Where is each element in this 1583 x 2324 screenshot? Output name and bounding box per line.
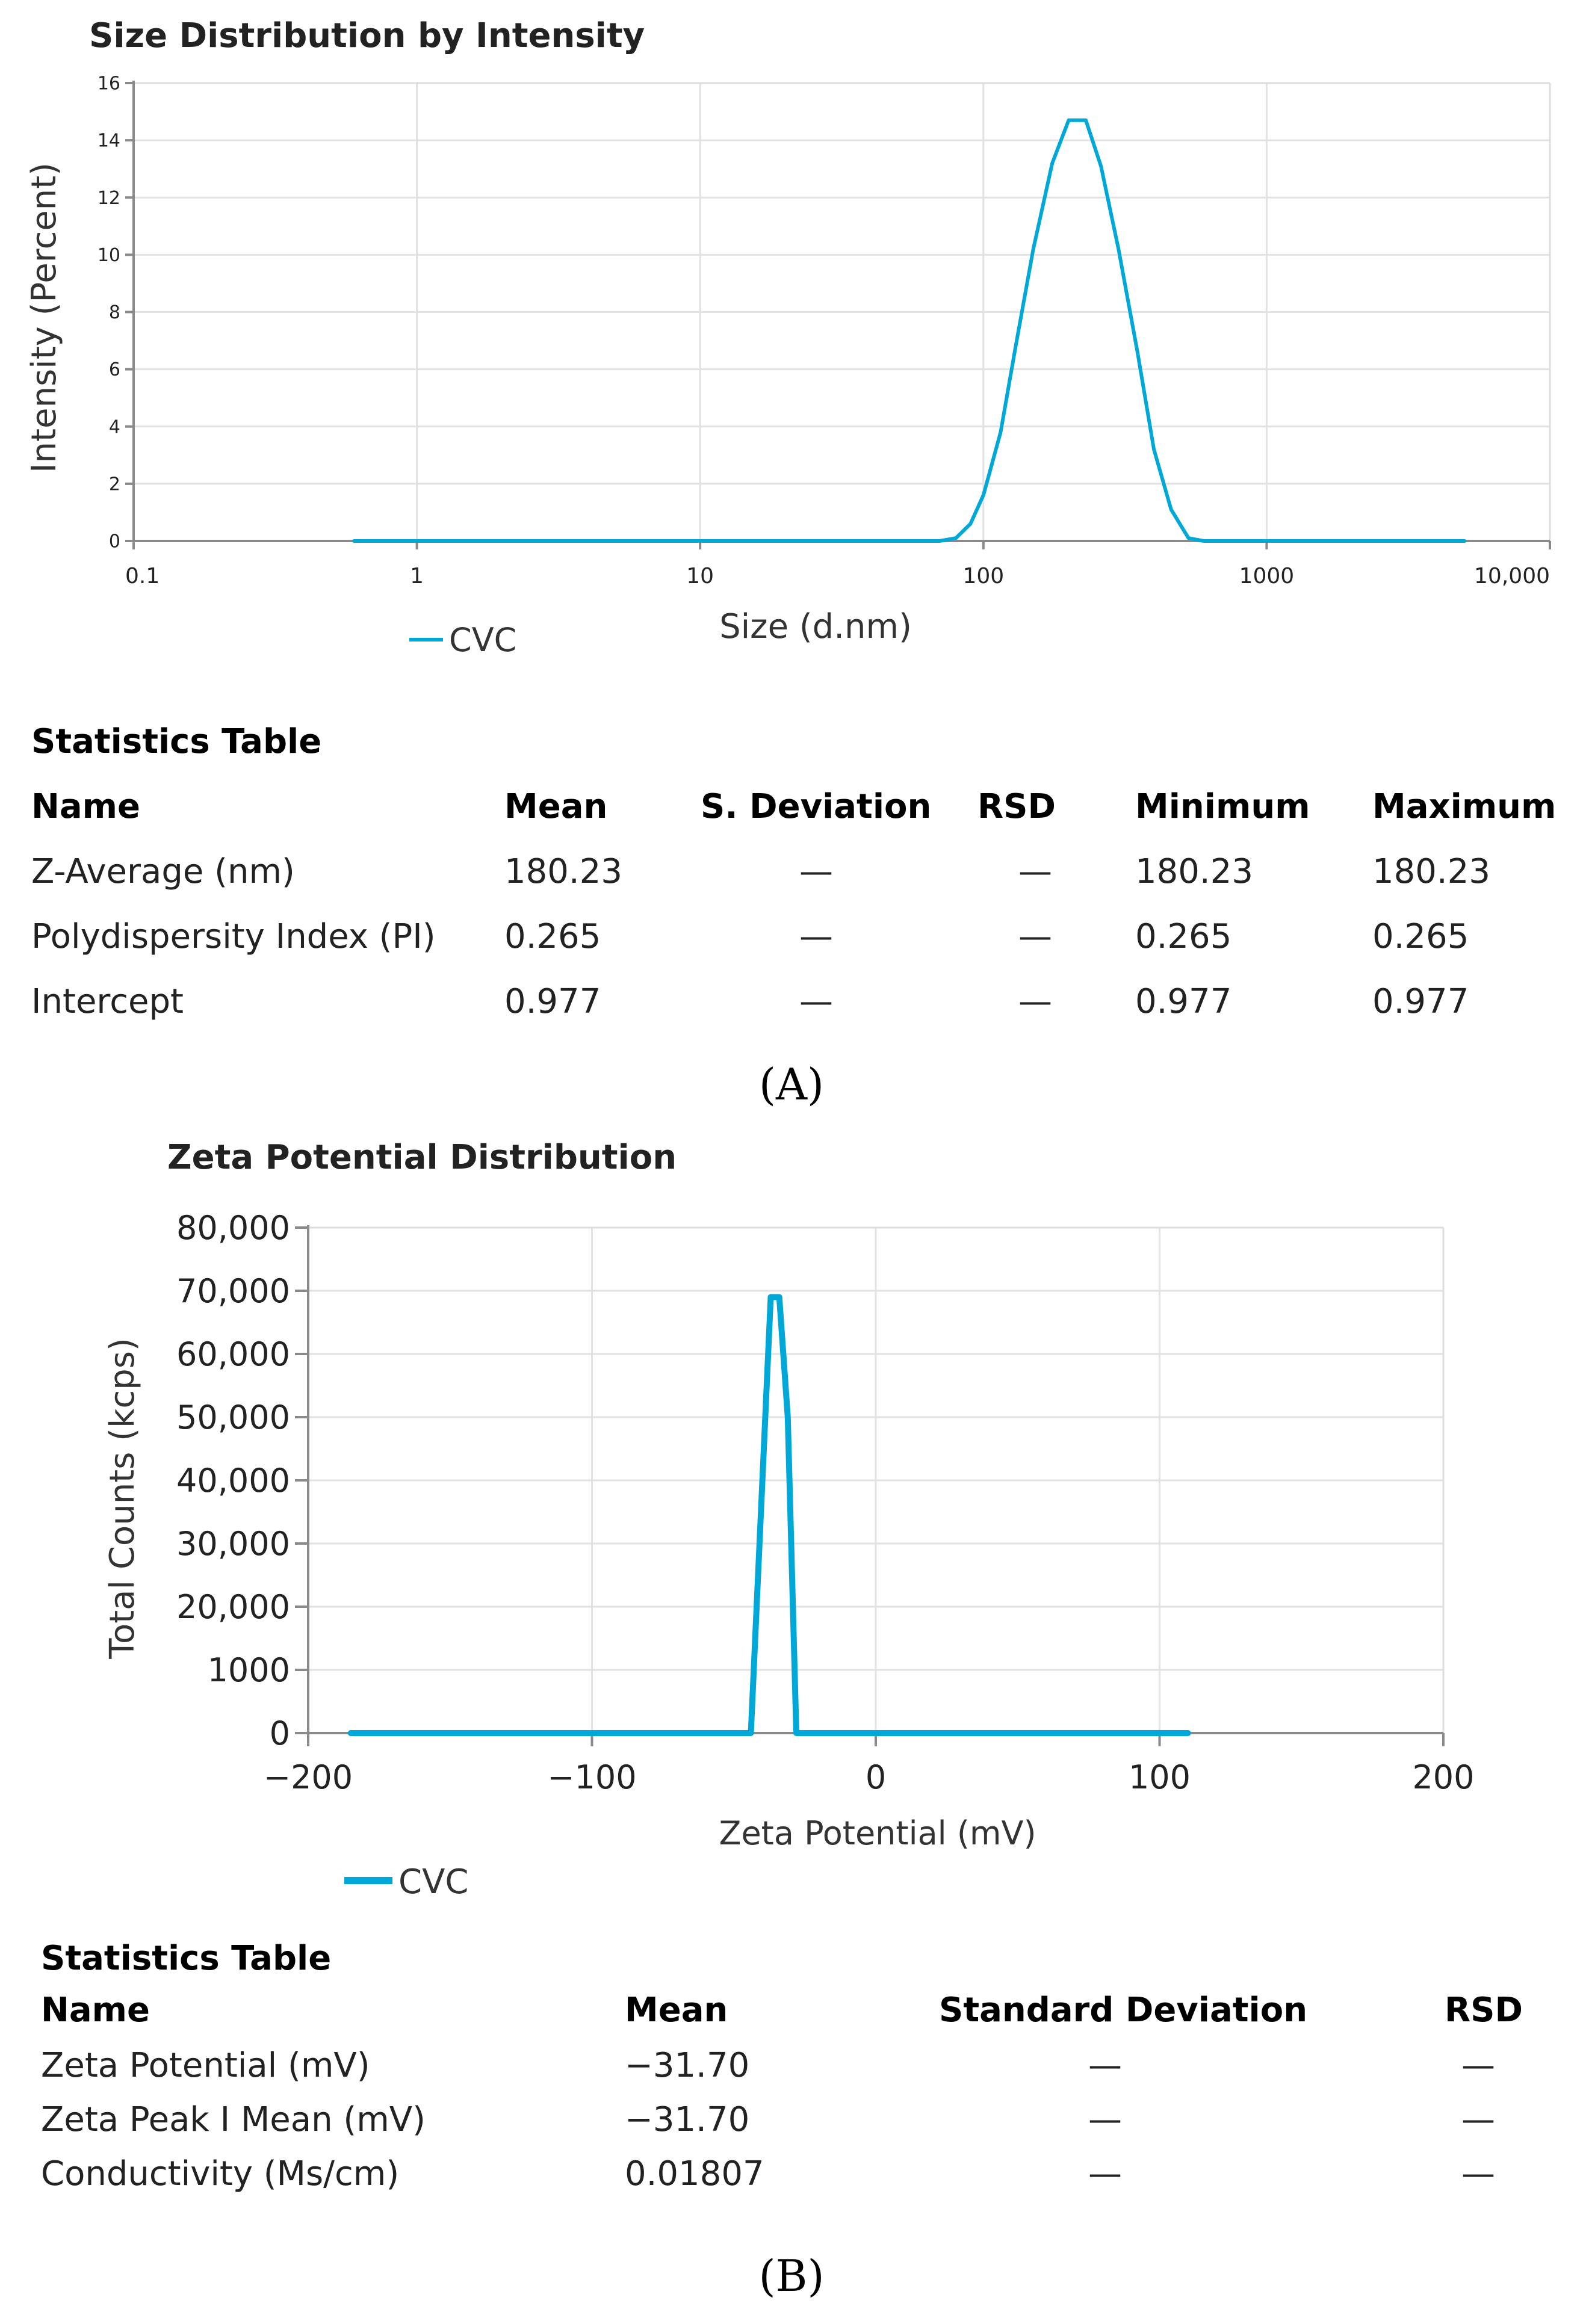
size-distribution-chart: Size Distribution by Intensity 0 2 4 6 8 10 12… <box>25 16 1551 659</box>
stats-b-cell: — <box>1088 2154 1122 2193</box>
stats-a-cell: — <box>799 917 833 956</box>
y-tick-label: 30,000 <box>176 1525 290 1563</box>
chart-b-y-axis-label: Total Counts (kcps) <box>103 1338 142 1660</box>
x-tick-label: 0 <box>866 1758 886 1796</box>
stats-b-header-rsd: RSD <box>1445 1991 1523 2030</box>
stats-a-cell: 0.265 <box>1135 917 1232 956</box>
stats-b-header-mean: Mean <box>625 1991 728 2030</box>
stats-a-cell: 180.23 <box>1135 852 1253 891</box>
x-tick-label: 100 <box>1129 1758 1191 1796</box>
stats-a-cell: 0.977 <box>1135 982 1232 1021</box>
stats-a-header-max: Maximum <box>1372 787 1557 826</box>
stats-table-b-title: Statistics Table <box>41 1939 332 1978</box>
x-tick-label: 200 <box>1412 1758 1474 1796</box>
stats-b-cell: — <box>1461 2100 1495 2139</box>
y-tick-label: 6 <box>109 359 120 380</box>
stats-b-cell: — <box>1461 2046 1495 2085</box>
chart-a-gridlines <box>132 82 1551 542</box>
y-tick-label: 40,000 <box>176 1462 290 1500</box>
chart-b-series <box>347 1294 1191 1736</box>
y-tick-label: 0 <box>109 531 120 552</box>
y-tick-label: 60,000 <box>176 1335 290 1373</box>
stats-table-b: Name Mean Standard Deviation RSD Zeta Po… <box>41 1991 1570 2219</box>
stats-b-cell: −31.70 <box>625 2100 750 2139</box>
chart-b-y-ticks: 0 1000 20,000 30,000 40,000 50,000 60,000 70,00… <box>176 1209 308 1752</box>
stats-b-cell: Zeta Potential (mV) <box>41 2046 370 2085</box>
chart-b-x-ticks: −200 −100 0 100 200 <box>264 1733 1475 1796</box>
x-tick-label: −200 <box>264 1758 353 1796</box>
stats-a-cell: — <box>799 852 833 891</box>
chart-a-x-ticks: 0.1 1 10 100 1000 10,000 <box>125 541 1551 589</box>
chart-b-legend: CVC <box>344 1862 469 1902</box>
stats-a-cell: 0.265 <box>504 917 601 956</box>
stats-a-cell: 0.977 <box>504 982 601 1021</box>
y-tick-label: 70,000 <box>176 1272 290 1310</box>
stats-a-cell: — <box>799 982 833 1021</box>
x-tick-label: 10 <box>686 564 714 589</box>
y-tick-label: 50,000 <box>176 1398 290 1436</box>
stats-b-cell: — <box>1088 2046 1122 2085</box>
zeta-potential-chart: Zeta Potential Distribution 0100020,0003… <box>103 1138 1475 1902</box>
chart-b-x-axis-label: Zeta Potential (mV) <box>719 1814 1036 1852</box>
chart-a-title: Size Distribution by Intensity <box>89 16 645 55</box>
y-tick-label: 4 <box>109 416 120 437</box>
y-tick-label: 20,000 <box>176 1588 290 1626</box>
chart-a-y-ticks: 0 2 4 6 8 10 12 14 16 <box>98 73 134 552</box>
stats-b-cell: — <box>1088 2100 1122 2139</box>
x-tick-label: −100 <box>547 1758 636 1796</box>
stats-b-cell: −31.70 <box>625 2046 750 2085</box>
stats-a-cell: Intercept <box>31 982 184 1021</box>
stats-b-cell: Zeta Peak I Mean (mV) <box>41 2100 426 2139</box>
y-tick-label: 8 <box>109 302 120 323</box>
y-tick-label: 16 <box>98 73 120 94</box>
stats-a-cell: — <box>1018 852 1052 891</box>
stats-a-cell: — <box>1018 917 1052 956</box>
y-tick-label: 14 <box>98 131 120 152</box>
stats-a-cell: 180.23 <box>1372 852 1490 891</box>
y-tick-label: 1000 <box>208 1651 290 1689</box>
stats-a-cell: Z-Average (nm) <box>31 852 295 891</box>
y-tick-label: 12 <box>98 188 120 209</box>
x-tick-label: 0.1 <box>125 564 160 589</box>
stats-b-cell: Conductivity (Ms/cm) <box>41 2154 400 2193</box>
x-tick-label: 100 <box>962 564 1004 589</box>
chart-a-series <box>352 118 1467 543</box>
stats-a-header-min: Minimum <box>1135 787 1310 826</box>
stats-a-cell: 180.23 <box>504 852 622 891</box>
stats-b-header-name: Name <box>41 1991 150 2030</box>
x-tick-label: 1 <box>410 564 424 589</box>
stats-a-cell: — <box>1018 982 1052 1021</box>
y-tick-label: 80,000 <box>176 1209 290 1247</box>
chart-a-x-axis-label: Size (d.nm) <box>719 607 912 646</box>
stats-a-cell: Polydispersity Index (PI) <box>31 917 436 956</box>
stats-table-a: Name Mean S. Deviation RSD Minimum Maxim… <box>31 787 1572 1028</box>
stats-b-cell: 0.01807 <box>625 2154 764 2193</box>
stats-b-cell: — <box>1461 2154 1495 2193</box>
stats-a-header-rsd: RSD <box>977 787 1056 826</box>
stats-a-header-mean: Mean <box>504 787 608 826</box>
stats-a-header-sdev: S. Deviation <box>701 787 932 826</box>
series-line-cvc <box>352 118 1467 543</box>
chart-b-gridlines <box>307 1226 1445 1734</box>
y-tick-label: 0 <box>270 1714 290 1752</box>
x-tick-label: 10,000 <box>1474 564 1550 589</box>
panel-b-label: (B) <box>758 2251 825 2301</box>
chart-a-y-axis-label: Intensity (Percent) <box>25 162 64 473</box>
y-tick-label: 10 <box>98 245 120 266</box>
stats-a-cell: 0.265 <box>1372 917 1469 956</box>
chart-b-legend-label: CVC <box>398 1862 469 1902</box>
stats-a-header-name: Name <box>31 787 140 826</box>
y-tick-label: 2 <box>109 474 120 495</box>
series-line-cvc <box>347 1294 1191 1736</box>
stats-b-header-sdev: Standard Deviation <box>939 1991 1308 2030</box>
panel-a-label: (A) <box>758 1059 825 1110</box>
chart-a-legend: CVC <box>409 621 516 659</box>
x-tick-label: 1000 <box>1239 564 1295 589</box>
chart-a-legend-label: CVC <box>449 621 516 659</box>
chart-a-axes <box>132 81 1551 542</box>
stats-table-a-title: Statistics Table <box>31 722 322 761</box>
stats-a-cell: 0.977 <box>1372 982 1469 1021</box>
chart-b-title: Zeta Potential Distribution <box>167 1138 677 1177</box>
